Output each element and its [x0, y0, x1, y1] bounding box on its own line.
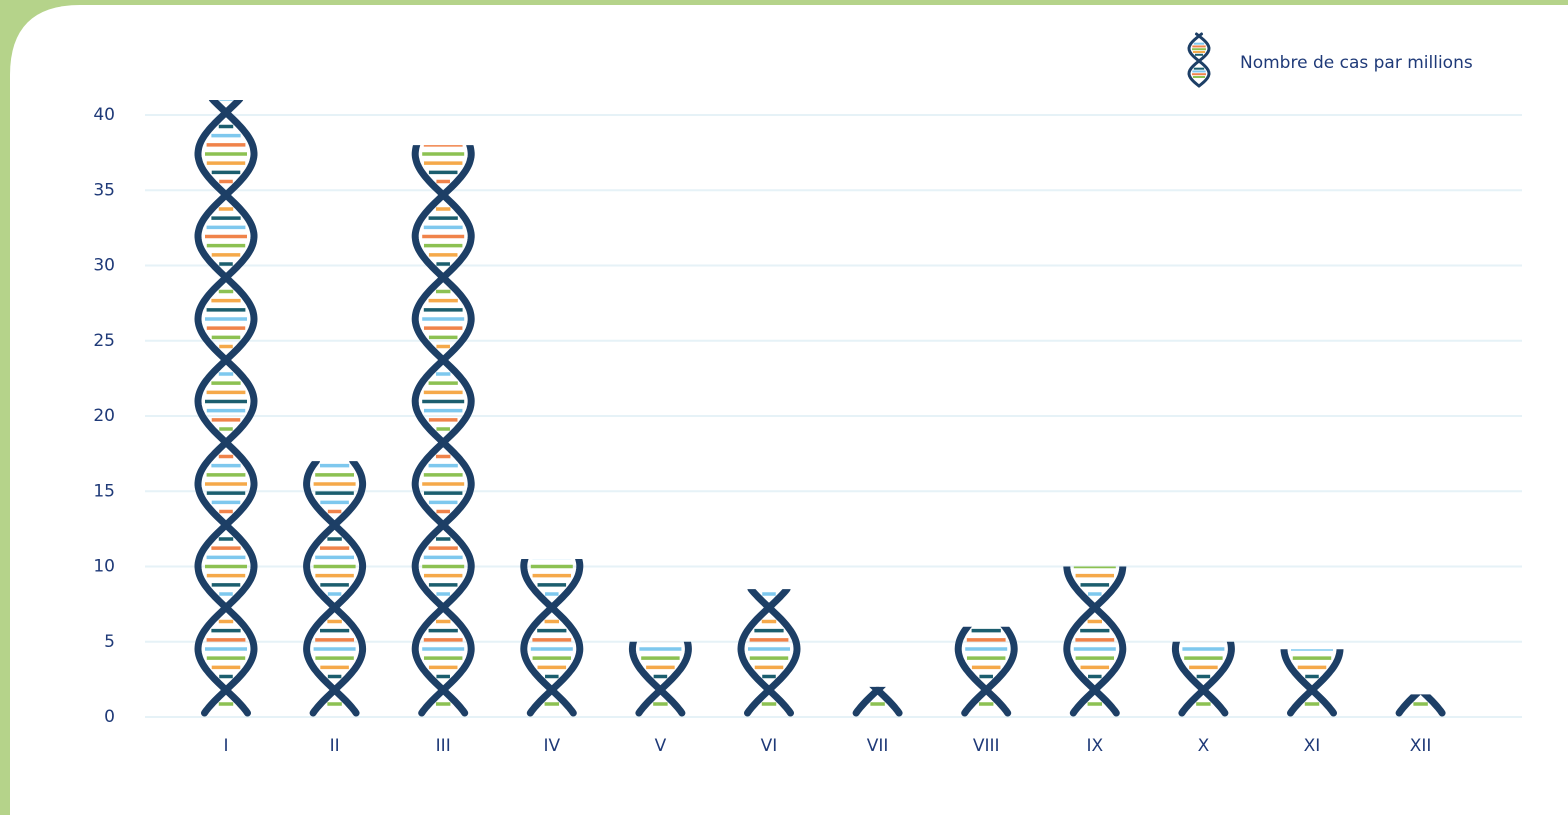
x-tick-label: I — [223, 736, 228, 756]
strand — [411, 145, 475, 717]
bar — [411, 145, 475, 717]
bar — [1063, 566, 1127, 717]
strand — [1171, 641, 1229, 717]
strand — [1395, 694, 1421, 717]
x-tick-label: IV — [543, 736, 560, 756]
x-tick-label: X — [1198, 736, 1210, 756]
y-tick-label: 0 — [104, 707, 115, 727]
x-tick-label: VI — [761, 736, 778, 756]
card — [10, 5, 1568, 815]
strand — [961, 626, 1018, 717]
x-tick-label: IX — [1086, 736, 1103, 756]
strand — [628, 641, 686, 717]
x-tick-label: VII — [867, 736, 889, 756]
bar — [303, 461, 367, 717]
strand — [954, 626, 1012, 717]
y-tick-label: 25 — [93, 331, 115, 351]
strand — [411, 145, 475, 717]
strand — [1187, 32, 1211, 88]
y-tick-label: 10 — [93, 557, 115, 577]
y-tick-label: 35 — [93, 180, 115, 200]
x-tick-label: XII — [1410, 736, 1432, 756]
y-tick-label: 20 — [93, 406, 115, 426]
bar — [628, 641, 692, 717]
legend-label: Nombre de cas par millions — [1240, 53, 1473, 73]
strand — [303, 461, 367, 717]
legend-icon — [1187, 32, 1211, 88]
x-tick-label: III — [436, 736, 451, 756]
strand — [635, 641, 692, 717]
bar — [737, 589, 801, 717]
strand — [520, 558, 584, 717]
y-tick-label: 15 — [93, 481, 115, 501]
x-tick-label: VIII — [973, 736, 1000, 756]
y-tick-label: 40 — [93, 105, 115, 125]
strand — [303, 461, 367, 717]
strand — [520, 558, 584, 717]
bar — [194, 99, 258, 717]
bar — [1171, 641, 1235, 717]
x-tick-label: XI — [1304, 736, 1321, 756]
legend: Nombre de cas par millions — [1187, 32, 1473, 88]
strand — [1420, 694, 1446, 717]
y-tick-label: 30 — [93, 256, 115, 276]
strand — [1287, 649, 1344, 717]
bar — [852, 686, 903, 717]
bar — [520, 558, 584, 717]
strand — [1063, 566, 1127, 717]
strand — [744, 589, 801, 717]
x-tick-label: V — [655, 736, 667, 756]
bar — [1395, 694, 1446, 717]
strand — [194, 99, 258, 717]
y-tick-label: 5 — [104, 632, 115, 652]
strand — [1178, 641, 1235, 717]
strand — [194, 99, 258, 717]
strand — [852, 686, 886, 717]
x-tick-label: II — [330, 736, 340, 756]
strand — [1187, 32, 1211, 88]
bar — [1280, 649, 1344, 717]
strand — [1280, 649, 1337, 717]
bar — [954, 626, 1018, 717]
